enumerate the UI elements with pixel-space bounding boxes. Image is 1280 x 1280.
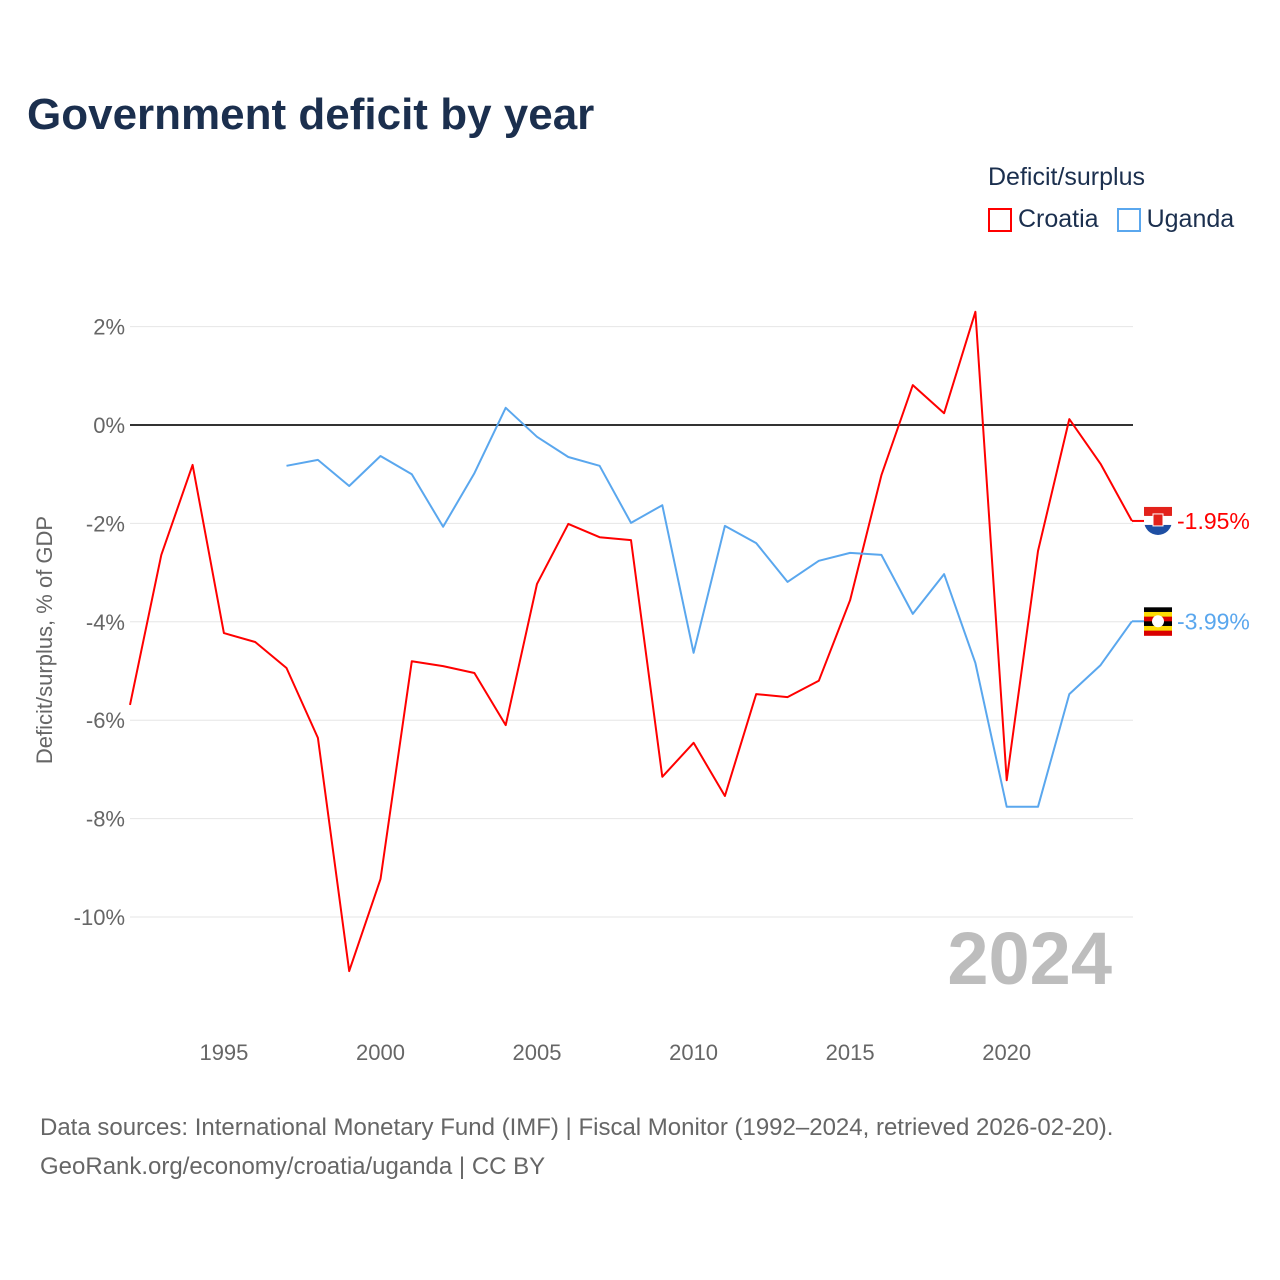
legend-label: Croatia: [1018, 205, 1099, 233]
y-tick-label: -4%: [86, 610, 125, 635]
source-line-1: Data sources: International Monetary Fun…: [40, 1114, 1114, 1141]
x-tick-label: 2000: [356, 1040, 405, 1065]
y-tick-label: -10%: [74, 905, 125, 930]
end-value-label: -1.95%: [1177, 508, 1250, 534]
end-value-label: -3.99%: [1177, 608, 1250, 634]
x-tick-label: 2010: [669, 1040, 718, 1065]
legend-title: Deficit/surplus: [988, 163, 1145, 191]
series-line-croatia: [129, 310, 1133, 973]
year-watermark: 2024: [947, 917, 1112, 1000]
legend-item-croatia[interactable]: Croatia: [988, 205, 1099, 234]
x-tick-label: 2005: [513, 1040, 562, 1065]
legend-label: Uganda: [1146, 205, 1235, 233]
flag-stripe: [1144, 611, 1172, 618]
source-line-2[interactable]: GeoRank.org/economy/croatia/uganda | CC …: [40, 1153, 546, 1180]
series-line-uganda: [286, 406, 1133, 808]
legend: Croatia Uganda: [988, 205, 1234, 234]
legend-swatch-croatia: [988, 207, 1012, 232]
source-note: Data sources: International Monetary Fun…: [40, 1108, 1113, 1186]
y-tick-label: -8%: [86, 807, 125, 832]
flag-stripe: [1144, 630, 1172, 636]
x-tick-label: 2020: [982, 1040, 1031, 1065]
flag-stripe: [1144, 607, 1172, 613]
x-tick-label: 2015: [826, 1040, 875, 1065]
chart-title: Government deficit by year: [27, 90, 595, 139]
legend-item-uganda[interactable]: Uganda: [1116, 205, 1235, 234]
y-axis-label: Deficit/surplus, % of GDP: [32, 516, 57, 764]
y-tick-label: -6%: [86, 708, 125, 733]
flag-shield: [1152, 513, 1164, 527]
legend-swatch-uganda: [1116, 207, 1141, 232]
x-tick-label: 1995: [199, 1040, 248, 1065]
y-tick-label: -2%: [86, 511, 125, 536]
flag-emblem: [1152, 615, 1164, 628]
y-tick-label: 2%: [93, 315, 125, 340]
flag-stripe: [1144, 506, 1172, 516]
y-tick-label: 0%: [93, 413, 125, 438]
flag-stripe: [1144, 625, 1172, 632]
